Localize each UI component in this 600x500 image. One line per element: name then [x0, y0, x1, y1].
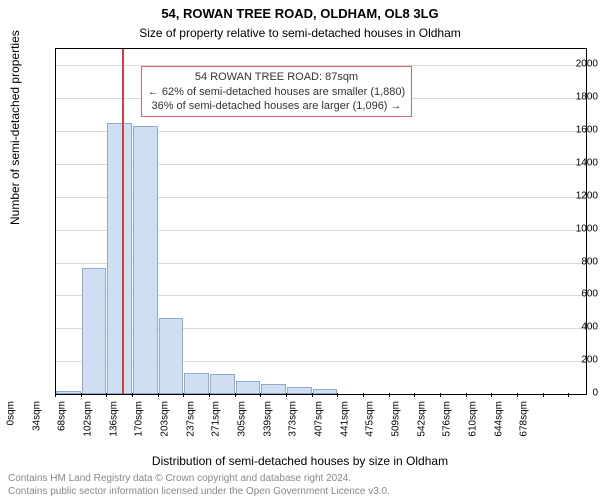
- histogram-bar: [236, 381, 261, 394]
- x-tick-mark: [517, 393, 518, 397]
- x-tick-mark: [106, 393, 107, 397]
- annotation-line: 36% of semi-detached houses are larger (…: [148, 99, 405, 113]
- annotation-line: ← 62% of semi-detached houses are smalle…: [148, 85, 405, 99]
- x-tick-mark: [337, 393, 338, 397]
- y-axis-label: Number of semi-detached properties: [8, 30, 22, 225]
- y-tick-label: 400: [549, 322, 598, 333]
- x-tick-mark: [132, 393, 133, 397]
- y-tick-label: 1800: [549, 92, 598, 103]
- annotation-box: 54 ROWAN TREE ROAD: 87sqm← 62% of semi-d…: [141, 66, 412, 117]
- histogram-bar: [261, 384, 286, 394]
- histogram-bar: [210, 374, 235, 394]
- attribution-text: Contains HM Land Registry data © Crown c…: [0, 473, 600, 498]
- x-tick-mark: [286, 393, 287, 397]
- x-tick-mark: [543, 393, 544, 397]
- x-tick-mark: [260, 393, 261, 397]
- x-tick-mark: [81, 393, 82, 397]
- histogram-bar: [287, 387, 312, 394]
- x-tick-mark: [312, 393, 313, 397]
- y-tick-label: 1400: [549, 158, 598, 169]
- chart-subtitle: Size of property relative to semi-detach…: [0, 26, 600, 40]
- y-tick-label: 0: [549, 388, 598, 399]
- y-tick-label: 200: [549, 355, 598, 366]
- histogram-bar: [133, 126, 158, 394]
- y-tick-label: 1600: [549, 125, 598, 136]
- histogram-bar: [82, 268, 107, 395]
- chart-title: 54, ROWAN TREE ROAD, OLDHAM, OL8 3LG: [0, 6, 600, 21]
- x-axis-label: Distribution of semi-detached houses by …: [0, 454, 600, 468]
- histogram-bar: [56, 391, 81, 394]
- plot-area: 54 ROWAN TREE ROAD: 87sqm← 62% of semi-d…: [55, 48, 587, 395]
- histogram-bar: [107, 123, 132, 394]
- y-tick-label: 600: [549, 289, 598, 300]
- x-tick-mark: [440, 393, 441, 397]
- property-marker-line: [122, 49, 124, 394]
- x-tick-mark: [55, 393, 56, 397]
- y-tick-label: 2000: [549, 59, 598, 70]
- x-tick-mark: [491, 393, 492, 397]
- annotation-line: 54 ROWAN TREE ROAD: 87sqm: [148, 70, 405, 84]
- x-tick-mark: [466, 393, 467, 397]
- x-tick-mark: [158, 393, 159, 397]
- y-tick-label: 1000: [549, 223, 598, 234]
- x-tick-mark: [363, 393, 364, 397]
- y-tick-label: 1200: [549, 190, 598, 201]
- x-tick-mark: [389, 393, 390, 397]
- y-tick-label: 800: [549, 256, 598, 267]
- x-tick-mark: [183, 393, 184, 397]
- x-tick-label: 678sqm: [519, 401, 600, 437]
- x-tick-mark: [209, 393, 210, 397]
- histogram-bar: [313, 389, 338, 394]
- histogram-chart: 54, ROWAN TREE ROAD, OLDHAM, OL8 3LG Siz…: [0, 0, 600, 500]
- x-tick-mark: [568, 393, 569, 397]
- x-tick-mark: [414, 393, 415, 397]
- histogram-bar: [184, 373, 209, 394]
- x-tick-mark: [235, 393, 236, 397]
- histogram-bar: [159, 318, 184, 394]
